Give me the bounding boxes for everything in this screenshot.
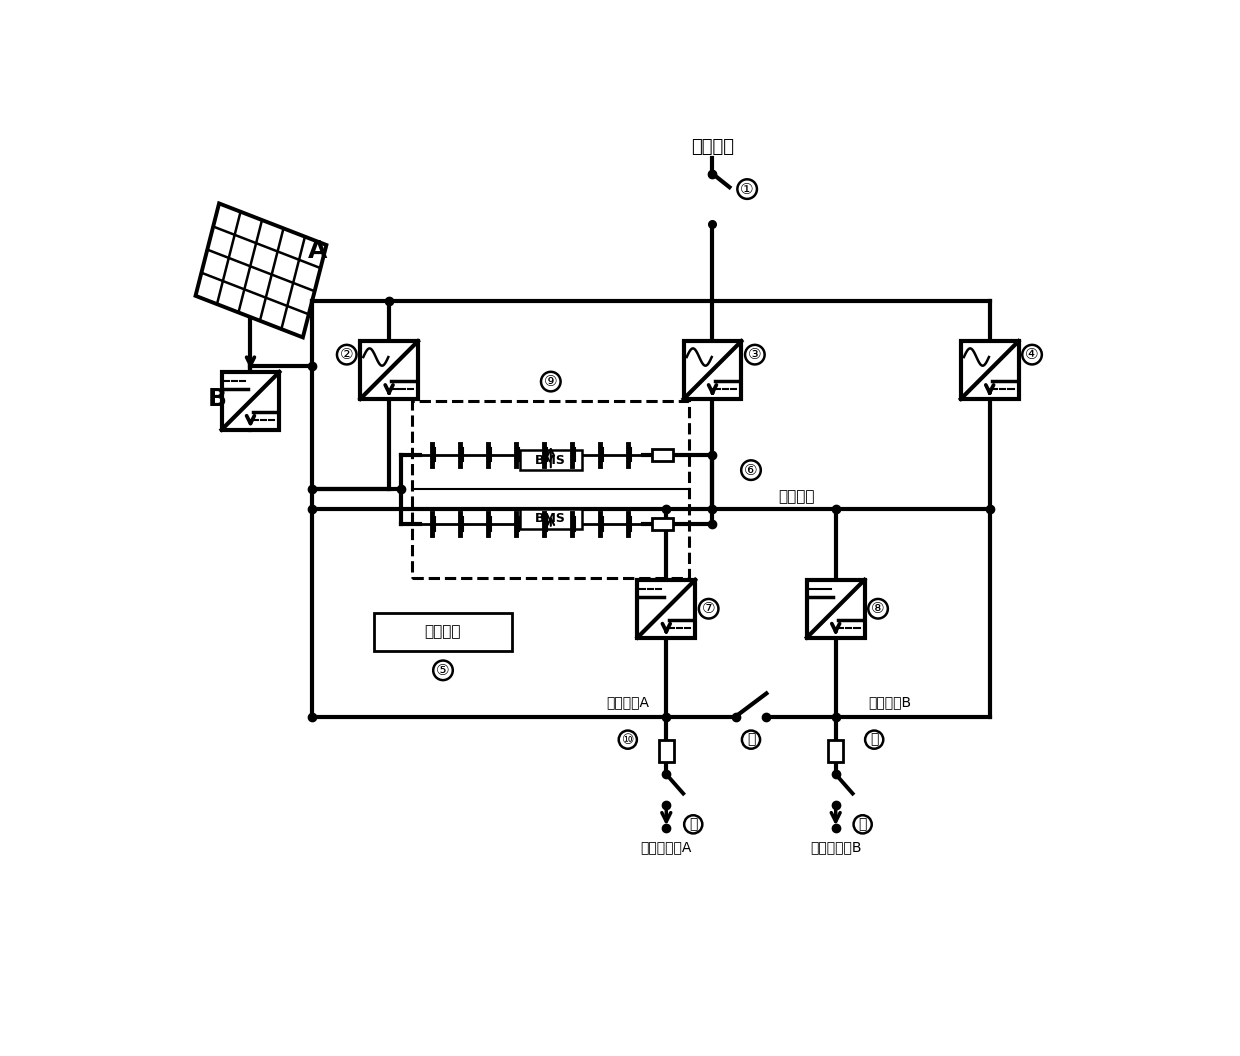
Text: 电动车充电B: 电动车充电B: [810, 841, 862, 854]
Text: ⑭: ⑭: [746, 733, 755, 747]
Text: ⑨: ⑨: [544, 374, 558, 389]
Text: BMS: BMS: [536, 512, 567, 525]
Text: ⑤: ⑤: [436, 663, 450, 678]
Text: 直流母线B: 直流母线B: [868, 696, 911, 710]
Text: ⑥: ⑥: [744, 463, 758, 477]
Text: ④: ④: [1025, 347, 1039, 362]
Text: BMS: BMS: [536, 454, 567, 467]
Text: 储能母线: 储能母线: [777, 490, 815, 505]
Bar: [807, 580, 864, 638]
Text: ⑩: ⑩: [621, 733, 634, 747]
Bar: [361, 341, 418, 399]
Bar: [961, 341, 1018, 399]
Bar: [652, 449, 673, 460]
Text: A: A: [309, 239, 327, 263]
Bar: [637, 580, 696, 638]
Text: 系统主控: 系统主控: [425, 624, 461, 639]
Text: ③: ③: [748, 347, 761, 362]
Text: 电动车充电A: 电动车充电A: [641, 841, 692, 854]
Text: ①: ①: [740, 182, 754, 196]
Bar: [520, 450, 582, 470]
Bar: [373, 612, 512, 652]
Bar: [683, 341, 742, 399]
Text: ⑬: ⑬: [858, 817, 867, 831]
Bar: [658, 740, 675, 762]
Bar: [828, 740, 843, 762]
Text: ⑦: ⑦: [702, 601, 715, 617]
Text: B: B: [208, 386, 227, 411]
Bar: [412, 401, 689, 578]
Text: ⑫: ⑫: [689, 817, 697, 831]
Text: ⑧: ⑧: [872, 601, 885, 617]
Bar: [222, 372, 279, 430]
Text: 直流母线A: 直流母线A: [606, 696, 650, 710]
Text: ②: ②: [340, 347, 353, 362]
Bar: [520, 509, 582, 529]
Text: 交流电网: 交流电网: [691, 137, 734, 155]
Text: ⑪: ⑪: [870, 733, 878, 747]
Bar: [652, 518, 673, 530]
